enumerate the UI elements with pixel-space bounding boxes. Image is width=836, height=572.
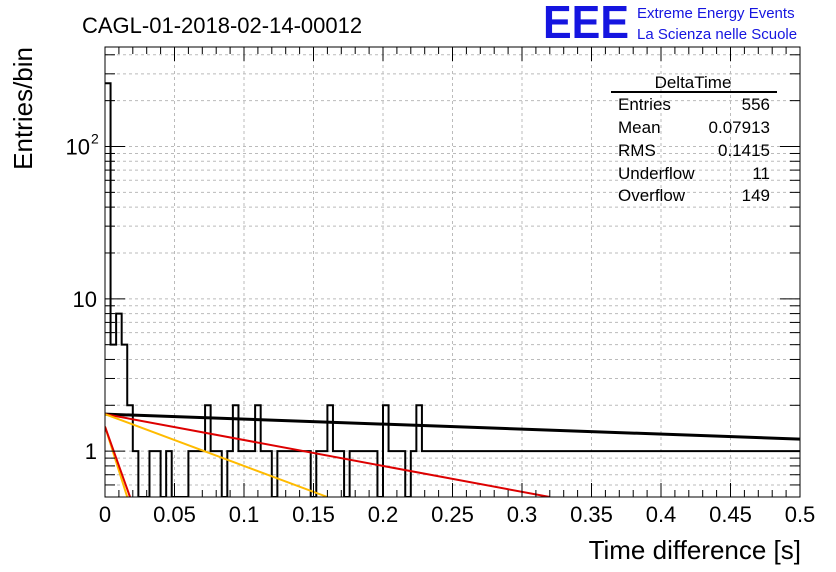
- y-tick-label: 1: [85, 439, 97, 464]
- stats-label: Mean: [618, 118, 661, 137]
- x-tick-label: 0.45: [709, 502, 752, 527]
- x-tick-label: 0.3: [507, 502, 538, 527]
- x-axis-label: Time difference [s]: [589, 535, 801, 565]
- eee-logo-line2: La Scienza nelle Scuole: [637, 26, 797, 43]
- stats-value: 11: [752, 164, 770, 183]
- stats-label: Overflow: [618, 186, 686, 205]
- stats-header: DeltaTime: [655, 73, 732, 92]
- stats-label: Underflow: [618, 164, 695, 183]
- x-tick-label: 0.15: [292, 502, 335, 527]
- run-title: CAGL-01-2018-02-14-00012: [82, 13, 362, 38]
- stats-value: 0.07913: [709, 118, 770, 137]
- fit-line: [105, 412, 800, 441]
- x-tick-label: 0.05: [153, 502, 196, 527]
- fit-line: [105, 426, 131, 497]
- eee-logo: EEE Extreme Energy Events La Scienza nel…: [543, 0, 797, 48]
- stats-row-mean: Mean 0.07913: [618, 118, 770, 137]
- eee-logo-line1: Extreme Energy Events: [637, 5, 795, 22]
- stats-value: 149: [742, 186, 770, 205]
- stats-row-rms: RMS 0.1415: [618, 141, 770, 160]
- x-tick-label: 0.25: [431, 502, 474, 527]
- fit-lines-layer: [105, 412, 800, 497]
- stats-value: 0.1415: [718, 141, 770, 160]
- fit-line: [105, 413, 550, 497]
- x-tick-label: 0.1: [229, 502, 260, 527]
- y-tick-exponent: 2: [91, 130, 99, 146]
- stats-value: 556: [742, 95, 770, 114]
- y-axis-label: Entries/bin: [8, 47, 38, 170]
- x-tick-label: 0.4: [646, 502, 677, 527]
- fit-line: [105, 413, 328, 497]
- grid-lines: [105, 47, 800, 498]
- x-tick-label: 0.35: [570, 502, 613, 527]
- stats-row-overflow: Overflow 149: [618, 186, 770, 205]
- x-tick-label: 0.5: [785, 502, 816, 527]
- stats-row-underflow: Underflow 11: [618, 164, 770, 183]
- stats-row-entries: Entries 556: [618, 95, 770, 114]
- eee-logo-mark: EEE: [543, 0, 629, 48]
- y-tick-label: 10: [66, 134, 90, 159]
- x-tick-label: 0.2: [368, 502, 399, 527]
- stats-label: Entries: [618, 95, 671, 114]
- tick-labels: 0 0.05 0.1 0.15 0.2 0.25 0.3 0.35 0.4 0.45 0.5 1 10 1…: [66, 130, 816, 527]
- axis-ticks: [104, 47, 801, 498]
- stats-label: RMS: [618, 141, 656, 160]
- histogram-layer: [105, 82, 800, 497]
- histogram-steps: [105, 82, 800, 497]
- stats-box: DeltaTime Entries 556 Mean 0.07913 RMS 0…: [611, 73, 777, 205]
- y-tick-label: 10: [73, 287, 97, 312]
- x-tick-label: 0: [99, 502, 111, 527]
